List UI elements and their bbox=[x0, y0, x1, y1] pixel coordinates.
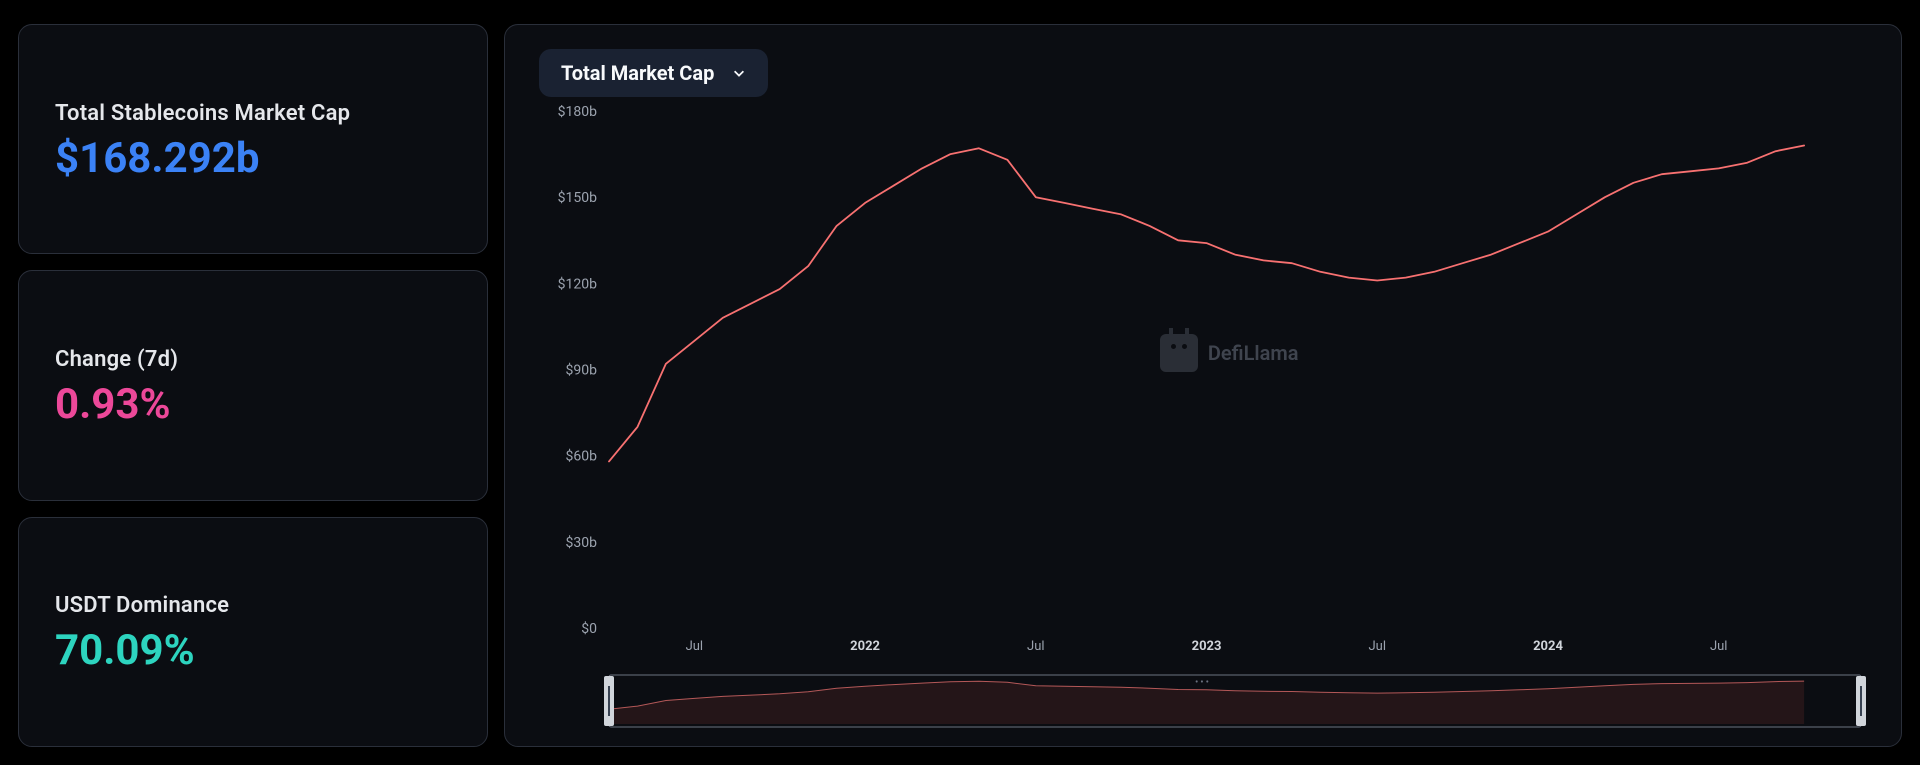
svg-text:2022: 2022 bbox=[850, 639, 880, 654]
svg-text:$90b: $90b bbox=[566, 362, 598, 379]
stat-value: $168.292b bbox=[55, 136, 451, 182]
svg-text:Jul: Jul bbox=[1710, 639, 1728, 654]
svg-text:Jul: Jul bbox=[1369, 639, 1387, 654]
svg-text:$120b: $120b bbox=[558, 275, 597, 292]
stats-sidebar: Total Stablecoins Market Cap $168.292b C… bbox=[18, 24, 488, 747]
chart-metric-label: Total Market Cap bbox=[561, 61, 714, 85]
chart-panel: Total Market Cap $0 $30b $60b $90b $120b $150… bbox=[504, 24, 1902, 747]
stat-value: 0.93% bbox=[55, 382, 451, 428]
chevron-down-icon bbox=[732, 66, 746, 80]
brush-handle-right[interactable] bbox=[1856, 676, 1866, 726]
svg-text:Jul: Jul bbox=[1027, 639, 1045, 654]
stat-label: Change (7d) bbox=[55, 347, 451, 372]
svg-text:$150b: $150b bbox=[558, 189, 597, 206]
svg-text:2023: 2023 bbox=[1192, 639, 1222, 654]
svg-text:$180b: $180b bbox=[558, 105, 597, 120]
stat-card-change-7d: Change (7d) 0.93% bbox=[18, 270, 488, 500]
svg-text:$30b: $30b bbox=[566, 534, 598, 551]
brush-grip-icon: ••• bbox=[1195, 677, 1211, 688]
chart-range-brush[interactable]: ••• bbox=[527, 674, 1879, 728]
brush-handle-left[interactable] bbox=[604, 676, 614, 726]
svg-text:Jul: Jul bbox=[686, 639, 704, 654]
stat-label: Total Stablecoins Market Cap bbox=[55, 101, 451, 126]
stat-card-market-cap: Total Stablecoins Market Cap $168.292b bbox=[18, 24, 488, 254]
chart-area[interactable]: $0 $30b $60b $90b $120b $150b $180b Jul 2022 Jul 2… bbox=[527, 105, 1879, 664]
svg-text:$0: $0 bbox=[581, 620, 597, 637]
stat-label: USDT Dominance bbox=[55, 593, 451, 618]
chart-metric-selector[interactable]: Total Market Cap bbox=[539, 49, 768, 97]
stat-value: 70.09% bbox=[55, 628, 451, 674]
stat-card-usdt-dominance: USDT Dominance 70.09% bbox=[18, 517, 488, 747]
svg-text:$60b: $60b bbox=[566, 448, 598, 465]
svg-text:2024: 2024 bbox=[1533, 639, 1563, 654]
